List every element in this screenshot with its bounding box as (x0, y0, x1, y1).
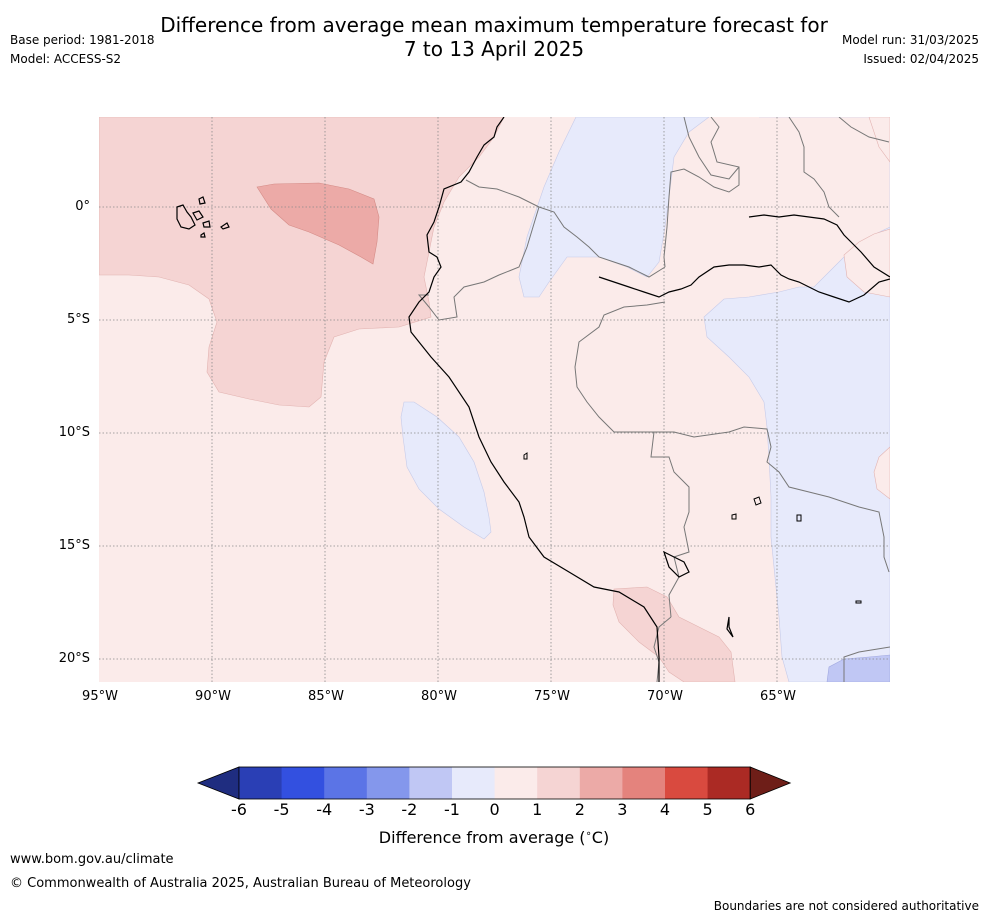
colorbar-tick-label: 0 (489, 800, 500, 819)
colorbar-label-deg: ∘ (585, 828, 592, 840)
colorbar-tick-label: -5 (273, 800, 290, 819)
colorbar-swatch (324, 767, 368, 799)
lat-tick-0: 0° (75, 199, 90, 214)
title-line-2: 7 to 13 April 2025 (403, 37, 585, 61)
colorbar-swatch (452, 767, 496, 799)
colorbar (196, 766, 792, 800)
colorbar-tick-label: -6 (231, 800, 247, 819)
lat-tick-10s: 10°S (58, 425, 90, 440)
lon-tick-95w: 95°W (82, 689, 118, 704)
title-line-1: Difference from average mean maximum tem… (160, 13, 828, 37)
footer-disclaimer: Boundaries are not considered authoritat… (713, 899, 979, 913)
lon-tick-85w: 85°W (308, 689, 344, 704)
country-borders (417, 117, 890, 682)
colorbar-label-prefix: Difference from average ( (378, 828, 586, 847)
lon-tick-80w: 80°W (421, 689, 457, 704)
colorbar-tick-label: 5 (702, 800, 713, 819)
meta-right: Model run: 31/03/2025 Issued: 02/04/2025 (842, 33, 979, 71)
lat-tick-15s: 15°S (58, 538, 90, 553)
colorbar-label-suffix: C) (591, 828, 610, 847)
anomaly-neg1-0-ocean (400, 401, 492, 540)
colorbar-tick-label: 3 (617, 800, 628, 819)
colorbar-tick-label: 4 (659, 800, 671, 819)
colorbar-swatch (707, 767, 751, 799)
colorbar-outline (238, 766, 751, 800)
colorbar-arrow-right (749, 766, 792, 800)
meta-left: Base period: 1981-2018 Model: ACCESS-S2 (10, 33, 155, 71)
footer-url[interactable]: www.bom.gov.au/climate (10, 852, 174, 867)
colorbar-label: Difference from average (∘C) (0, 828, 988, 847)
lon-tick-90w: 90°W (195, 689, 231, 704)
graticule (99, 117, 890, 682)
colorbar-tick-label: -1 (444, 800, 460, 819)
model-run: Model run: 31/03/2025 (841, 33, 979, 47)
colorbar-swatch (281, 767, 325, 799)
galapagos-islands (176, 196, 230, 238)
page-title: Difference from average mean maximum tem… (0, 13, 988, 61)
colorbar-tick-label: 1 (532, 800, 543, 819)
colorbar-arrow-left (196, 766, 240, 800)
anomaly-1-2-pacific (99, 117, 505, 408)
colorbar-tick-label: 6 (745, 800, 756, 819)
lat-tick-20s: 20°S (58, 651, 90, 666)
footer-copyright: © Commonwealth of Australia 2025, Austra… (10, 876, 471, 891)
colorbar-swatch (366, 767, 410, 799)
anomaly-neg2-neg1-se (826, 654, 890, 682)
colorbar-tick-label: -4 (316, 800, 333, 819)
lat-tick-5s: 5°S (66, 312, 90, 327)
base-period: Base period: 1981-2018 (10, 33, 155, 47)
colorbar-swatch (579, 767, 623, 799)
lon-tick-70w: 70°W (647, 689, 683, 704)
colorbar-swatches (196, 766, 792, 800)
colorbar-swatch (494, 767, 538, 799)
coastline (408, 117, 890, 682)
forecast-map (99, 117, 890, 682)
model-name: Model: ACCESS-S2 (10, 52, 122, 66)
colorbar-swatch (409, 767, 453, 799)
lakes (523, 452, 862, 604)
lon-tick-75w: 75°W (534, 689, 570, 704)
colorbar-tick-label: -2 (401, 800, 418, 819)
anomaly-0-1-east-patch-2 (873, 446, 890, 500)
colorbar-swatch (537, 767, 581, 799)
anomaly-2-3-blob (256, 182, 380, 265)
anomaly-1-2-south (612, 586, 736, 682)
colorbar-swatch (622, 767, 666, 799)
colorbar-swatch (239, 767, 283, 799)
issued-date: Issued: 02/04/2025 (863, 52, 979, 66)
colorbar-swatch (665, 767, 709, 799)
lon-tick-65w: 65°W (760, 689, 796, 704)
colorbar-tick-label: -3 (358, 800, 375, 819)
colorbar-tick-label: 2 (574, 800, 585, 819)
